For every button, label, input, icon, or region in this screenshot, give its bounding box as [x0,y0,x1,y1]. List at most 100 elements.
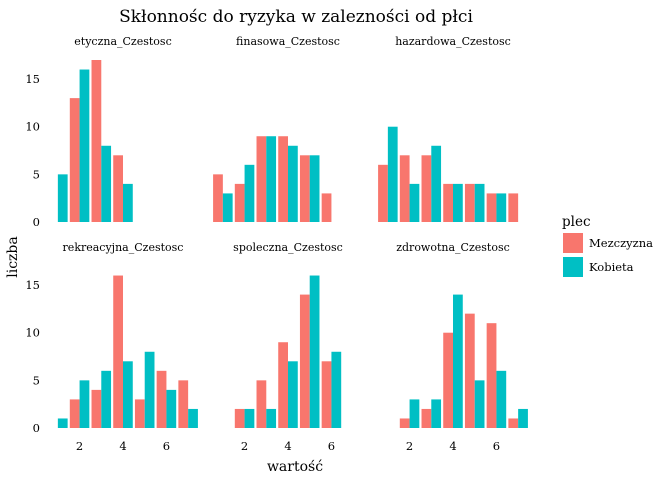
bar-mezczyzna [113,155,123,222]
legend-label: Kobieta [589,260,634,274]
legend: Mezczyzna Kobieta [563,233,653,277]
bar-kobieta [188,408,198,428]
bar-kobieta [474,183,485,222]
bar-mezczyzna [443,183,453,222]
bar-kobieta [496,370,507,428]
legend-label: Mezczyzna [589,236,653,250]
bar-mezczyzna [256,380,267,428]
bar-kobieta [144,351,155,428]
bar-mezczyzna [321,193,332,222]
bar-mezczyzna [486,323,497,428]
bar-kobieta [57,418,68,428]
bar-kobieta [123,183,133,222]
y-tick-label: 15 [25,278,40,292]
bar-mezczyzna [421,155,432,222]
facet-panel: etyczna_Czestosc 0 5 10 15 [25,35,171,229]
facet-title: etyczna_Czestosc [74,35,171,48]
chart-title: Skłonnośc do ryzyka w zalezności od płci [119,7,473,27]
bar-kobieta [387,126,398,222]
bar-mezczyzna [234,183,245,222]
y-tick-label: 10 [25,326,40,340]
bar-kobieta [309,275,320,428]
bar-mezczyzna [234,408,245,428]
x-tick-label: 6 [493,439,500,453]
facet-title: zdrowotna_Czestosc [396,241,510,254]
bar-mezczyzna [69,399,80,428]
bar-kobieta [309,155,320,222]
legend-key-mezczyzna [563,233,583,253]
bar-kobieta [331,351,342,428]
bar-mezczyzna [399,155,410,222]
y-tick-label: 10 [25,120,40,134]
bar-kobieta [101,145,112,222]
facet-title: spoleczna_Czestosc [233,241,343,254]
x-tick-label: 4 [119,439,126,453]
bar-mezczyzna [156,370,167,428]
bar-kobieta [453,294,463,428]
bar-kobieta [518,408,528,428]
bar-kobieta [431,399,442,428]
x-tick-label: 6 [163,439,170,453]
y-tick-label: 15 [25,72,40,86]
x-tick-label: 2 [241,439,248,453]
bar-kobieta [266,408,277,428]
bar-kobieta [79,380,90,428]
bar-mezczyzna [464,313,475,428]
facet-panels: etyczna_Czestosc 0 5 10 15 finasowa_Czestosc h… [25,35,528,453]
x-tick-label: 4 [449,439,456,453]
bar-mezczyzna [134,399,145,428]
x-tick-label: 6 [328,439,335,453]
bar-kobieta [101,370,112,428]
bar-mezczyzna [464,183,475,222]
bar-kobieta [288,361,298,428]
facet-title: hazardowa_Czestosc [395,35,511,48]
x-tick-label: 2 [76,439,83,453]
bar-kobieta [266,136,277,222]
bar-kobieta [409,399,420,428]
facet-panel: hazardowa_Czestosc [378,35,519,222]
bar-kobieta [453,183,463,222]
bar-kobieta [244,164,255,222]
bar-mezczyzna [421,408,432,428]
x-tick-label: 2 [406,439,413,453]
x-axis-title: wartość [267,459,323,475]
bar-mezczyzna [486,193,497,222]
facet-panel: zdrowotna_Czestosc 2 4 6 [396,241,528,453]
bar-kobieta [222,193,233,222]
y-tick-label: 0 [33,215,40,229]
bar-mezczyzna [256,136,267,222]
facet-panel: spoleczna_Czestosc 2 4 6 [233,241,343,453]
bar-mezczyzna [321,361,332,428]
x-tick-label: 4 [284,439,291,453]
bar-mezczyzna [91,389,102,428]
bar-kobieta [166,389,177,428]
bar-kobieta [244,408,255,428]
y-tick-label: 5 [33,373,40,387]
bar-mezczyzna [508,193,519,222]
bar-kobieta [79,69,90,222]
y-tick-label: 0 [33,421,40,435]
bar-mezczyzna [508,418,519,428]
bar-kobieta [431,145,442,222]
bar-mezczyzna [69,98,80,222]
facet-title: finasowa_Czestosc [236,35,340,48]
facet-panel: finasowa_Czestosc [213,35,340,222]
bar-mezczyzna [299,294,310,428]
bar-mezczyzna [399,418,410,428]
bar-mezczyzna [278,136,288,222]
facet-panel: rekreacyjna_Czestosc 0 5 10 15 2 4 6 [25,241,198,453]
bar-kobieta [474,380,485,428]
bar-mezczyzna [91,60,102,222]
bar-kobieta [123,361,133,428]
bar-kobieta [496,193,507,222]
bar-kobieta [288,145,298,222]
bar-mezczyzna [113,275,123,428]
bar-mezczyzna [178,380,189,428]
legend-title: plec [562,214,591,230]
bar-mezczyzna [443,332,453,428]
y-axis-title: liczba [5,236,21,277]
bar-kobieta [409,183,420,222]
bar-mezczyzna [213,174,223,222]
